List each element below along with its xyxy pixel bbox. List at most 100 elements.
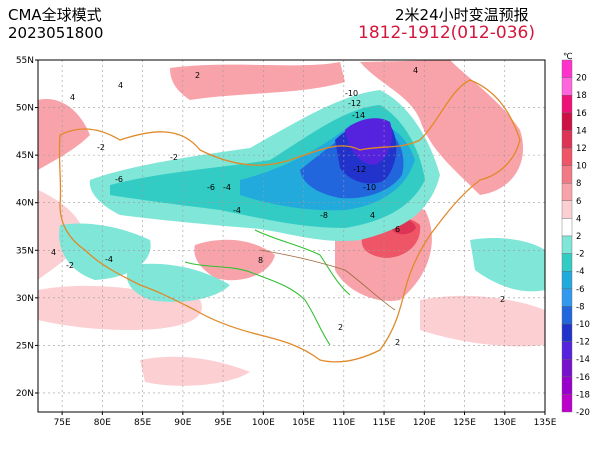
colorbar-level-label: 10 bbox=[576, 162, 587, 172]
lat-axis: 55N 50N 45N 40N 35N 30N 25N 20N bbox=[16, 56, 38, 399]
warm-area-northeast bbox=[360, 60, 524, 195]
contour-label: -6 bbox=[115, 175, 123, 184]
lat-tick-label: 45N bbox=[16, 151, 34, 161]
colorbar-level-label: -6 bbox=[576, 285, 584, 295]
contour-label: 4 bbox=[413, 66, 418, 75]
colorbar-level-label: 4 bbox=[576, 214, 581, 224]
province-line-3 bbox=[259, 249, 396, 311]
contour-label: -4 bbox=[105, 255, 113, 264]
colorbar-unit: ℃ bbox=[563, 52, 573, 62]
colorbar-swatch bbox=[561, 376, 573, 395]
colorbar-level-label: 12 bbox=[576, 144, 587, 154]
contour-label: 2 bbox=[195, 71, 200, 80]
lat-tick-label: 40N bbox=[16, 199, 34, 209]
contour-label: -2 bbox=[66, 261, 74, 270]
colorbar-swatch bbox=[561, 165, 573, 184]
colorbar-swatch bbox=[561, 235, 573, 254]
province-line-1 bbox=[184, 261, 331, 346]
colorbar-swatch bbox=[561, 147, 573, 166]
colorbar-swatch bbox=[561, 323, 573, 342]
contour-label: 2 bbox=[500, 295, 505, 304]
province-line-2 bbox=[254, 229, 351, 296]
colorbar-swatch bbox=[561, 359, 573, 378]
colorbar-swatch bbox=[561, 394, 573, 413]
warm-area-southeast bbox=[420, 295, 545, 347]
colorbar-level-label: -8 bbox=[576, 302, 584, 312]
warm-area-southwest bbox=[140, 356, 250, 386]
colorbar-swatch bbox=[561, 130, 573, 149]
lat-tick-label: 55N bbox=[16, 56, 34, 66]
colorbar-level-label: 16 bbox=[576, 109, 587, 119]
cold-area-west bbox=[59, 223, 151, 280]
lon-tick-label: 125E bbox=[453, 418, 476, 428]
contour-label: -12 bbox=[353, 165, 366, 174]
colorbar-level-label: -16 bbox=[576, 373, 590, 383]
lat-tick-label: 20N bbox=[16, 389, 34, 399]
colorbar-swatch bbox=[561, 271, 573, 290]
colorbar-level-label: -18 bbox=[576, 390, 590, 400]
colorbar-level-label: 18 bbox=[576, 91, 587, 101]
lon-tick-label: 90E bbox=[174, 418, 191, 428]
lon-axis: 75E 80E 85E 90E 95E 100E 105E 110E 115E 120E 125E 1… bbox=[54, 412, 557, 428]
lon-tick-label: 105E bbox=[292, 418, 315, 428]
contour-label: -12 bbox=[348, 99, 361, 108]
colorbar-swatch bbox=[561, 200, 573, 219]
contour-label: 4 bbox=[370, 211, 375, 220]
lat-tick-label: 25N bbox=[16, 341, 34, 351]
contour-label: 6 bbox=[395, 225, 400, 234]
valid-range: 1812-1912(012-036) bbox=[358, 23, 535, 43]
contour-label: -4 bbox=[233, 206, 241, 215]
colorbar-level-label: -20 bbox=[576, 408, 590, 418]
lat-tick-label: 30N bbox=[16, 294, 34, 304]
field-layer bbox=[38, 60, 545, 412]
lon-tick-label: 130E bbox=[493, 418, 516, 428]
lat-tick-label: 50N bbox=[16, 104, 34, 114]
lon-tick-label: 85E bbox=[134, 418, 151, 428]
colorbar-swatch bbox=[561, 218, 573, 237]
colorbar-swatch bbox=[561, 112, 573, 131]
contour-label: 4 bbox=[70, 93, 75, 102]
colorbar-level-label: -4 bbox=[576, 267, 584, 277]
colorbar-level-label: -12 bbox=[576, 338, 590, 348]
contour-labels: -14 -12 -10 -12 -10 -8 -6 -6 -4 -4 -4 -2… bbox=[51, 66, 505, 347]
contour-label: -6 bbox=[207, 183, 215, 192]
contour-label: -4 bbox=[223, 183, 231, 192]
contour-label: -14 bbox=[352, 111, 365, 120]
lon-tick-label: 120E bbox=[413, 418, 436, 428]
contour-label: 4 bbox=[118, 81, 123, 90]
lon-tick-label: 115E bbox=[373, 418, 396, 428]
lon-tick-label: 110E bbox=[332, 418, 355, 428]
colorbar-swatch bbox=[561, 182, 573, 201]
cold-area-peak bbox=[345, 118, 392, 165]
warm-area-north bbox=[170, 62, 345, 100]
boundary-lines bbox=[58, 79, 521, 363]
country-border bbox=[58, 79, 521, 363]
colorbar-swatch bbox=[561, 288, 573, 307]
lon-tick-label: 80E bbox=[94, 418, 111, 428]
colorbar-level-label: -2 bbox=[576, 250, 584, 260]
contour-label: -8 bbox=[320, 211, 328, 220]
colorbar-swatch bbox=[561, 306, 573, 325]
contour-label: -10 bbox=[363, 183, 376, 192]
colorbar-level-label: 6 bbox=[576, 197, 581, 207]
colorbar-swatch bbox=[561, 59, 573, 78]
contour-label: 4 bbox=[51, 248, 56, 257]
contour-label: 2 bbox=[395, 338, 400, 347]
colorbar: 20 18 16 14 12 10 8 6 4 2 -2 -4 -6 -8 -10 -12 -14 -16 -18 -… bbox=[561, 59, 590, 418]
colorbar-level-label: 2 bbox=[576, 232, 581, 242]
lon-tick-label: 95E bbox=[215, 418, 232, 428]
plot-frame bbox=[37, 59, 546, 413]
product-title: 2米24小时变温预报 bbox=[395, 6, 529, 24]
lon-tick-label: 100E bbox=[252, 418, 275, 428]
model-title: CMA全球模式 bbox=[8, 6, 102, 24]
colorbar-level-label: -14 bbox=[576, 355, 590, 365]
cold-area-east bbox=[470, 238, 545, 292]
colorbar-swatch bbox=[561, 253, 573, 272]
contour-label: 8 bbox=[258, 256, 263, 265]
colorbar-swatch bbox=[561, 77, 573, 96]
init-time: 2023051800 bbox=[8, 24, 104, 42]
warm-area-west bbox=[38, 99, 90, 170]
lon-tick-label: 135E bbox=[534, 418, 557, 428]
contour-label: -2 bbox=[97, 143, 105, 152]
contour-label: 2 bbox=[338, 323, 343, 332]
